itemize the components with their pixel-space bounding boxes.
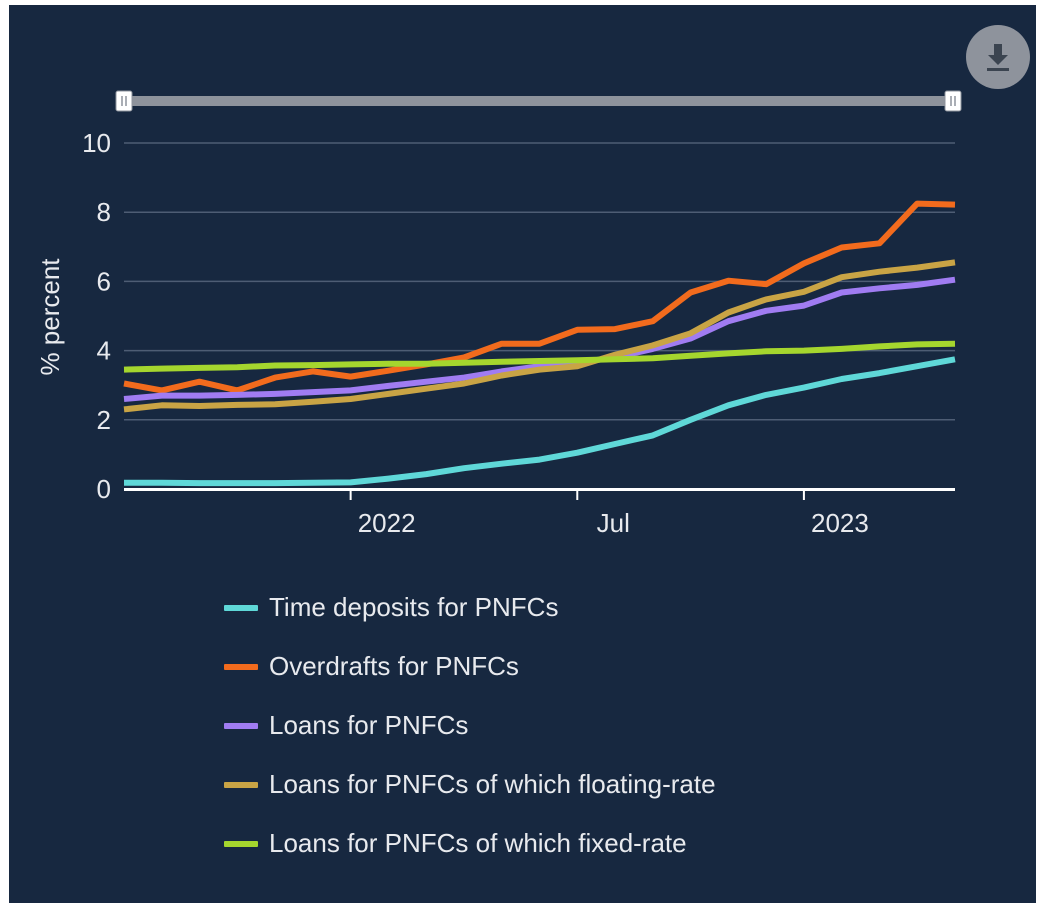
legend-swatch	[224, 841, 258, 847]
legend-swatch	[224, 605, 258, 611]
range-start-handle[interactable]	[115, 90, 133, 112]
legend-label: Overdrafts for PNFCs	[269, 651, 519, 681]
legend-swatch	[224, 782, 258, 788]
y-axis-label: % percent	[35, 258, 65, 376]
y-axis: 0 2 4 6 8 10	[82, 128, 111, 504]
x-tick-label-2023: 2023	[811, 508, 869, 538]
y-tick-label-4: 4	[97, 336, 111, 366]
series-line-loans-for-pnfcs[interactable]	[123, 276, 956, 402]
download-icon	[987, 44, 1009, 71]
series-line-overdrafts-for-pnfcs[interactable]	[123, 200, 956, 394]
x-tick-label-jul: Jul	[597, 508, 630, 538]
y-tick-label-10: 10	[82, 128, 111, 158]
y-tick-label-0: 0	[97, 474, 111, 504]
legend-label: Loans for PNFCs of which fixed-rate	[269, 828, 687, 858]
x-axis: 2022 Jul 2023	[349, 489, 869, 538]
series-line-loans-for-pnfcs-of-which-fixed-rate[interactable]	[123, 340, 956, 373]
range-end-handle[interactable]	[944, 90, 962, 112]
range-selector-track[interactable]	[124, 96, 955, 106]
legend-swatch	[224, 723, 258, 729]
legend-swatch	[224, 664, 258, 670]
chart-panel: 0 2 4 6 8 10 % percent 2022 Jul 2023 Time depos…	[9, 5, 1036, 903]
y-tick-label-2: 2	[97, 405, 111, 435]
y-tick-label-6: 6	[97, 266, 111, 296]
legend-label: Time deposits for PNFCs	[269, 592, 559, 622]
series-line-time-deposits-for-pnfcs[interactable]	[124, 356, 956, 487]
download-button[interactable]	[966, 25, 1030, 89]
x-tick-label-2022: 2022	[358, 508, 416, 538]
legend-label: Loans for PNFCs of which floating-rate	[269, 769, 716, 799]
series-line-loans-for-pnfcs-of-which-floating-rate[interactable]	[123, 259, 956, 413]
y-tick-label-8: 8	[97, 197, 111, 227]
legend-label: Loans for PNFCs	[269, 710, 469, 740]
series-lines	[123, 200, 956, 487]
line-chart: 0 2 4 6 8 10 % percent 2022 Jul 2023	[35, 90, 962, 538]
range-selector[interactable]	[115, 90, 962, 112]
